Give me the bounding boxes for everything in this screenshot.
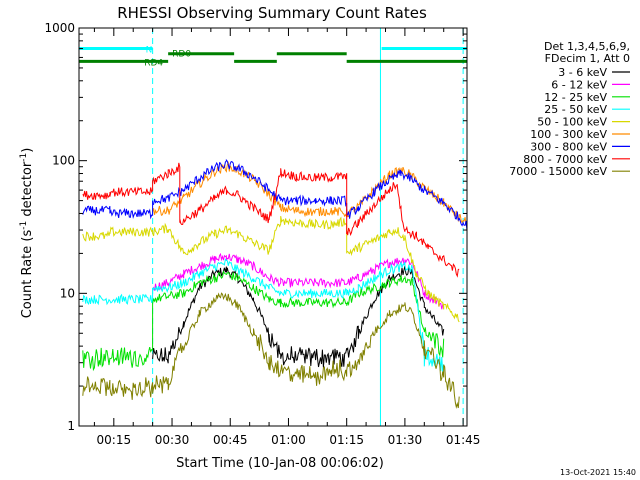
plot-content — [79, 28, 467, 426]
y-tick-label-1000: 1000 — [44, 21, 75, 35]
series-line-6-12-kev — [152, 252, 445, 310]
legend-label-6-12-kev: 6 - 12 keV — [551, 78, 607, 91]
legend-label-7000-15000-kev: 7000 - 15000 keV — [509, 165, 607, 178]
legend-label-3-6-kev: 3 - 6 keV — [558, 66, 607, 79]
legend-label-50-100-kev: 50 - 100 keV — [537, 116, 607, 129]
series-line-50-100-kev — [82, 216, 460, 323]
y-tick-label-1: 1 — [67, 419, 75, 433]
x-tick-label-01:15: 01:15 — [329, 433, 364, 447]
y-axis-label-part: -1 — [19, 153, 29, 162]
legend-label-100-300-kev: 100 - 300 keV — [530, 128, 607, 141]
x-tick-label-00:30: 00:30 — [155, 433, 190, 447]
series-line-800-7000-kev — [82, 162, 460, 278]
series-line-3-6-kev — [152, 265, 445, 368]
y-axis: 1 10 100 1000 — [44, 21, 467, 433]
y-axis-label-part: detector — [20, 161, 35, 221]
x-tick-label-01:45: 01:45 — [446, 433, 481, 447]
y-axis-label-part: Count Rate (s — [20, 230, 35, 319]
legend-header-1: FDecim 1, Att 0 — [545, 52, 630, 65]
flag-label-n: N — [146, 46, 153, 56]
series-line-7000-15000-kev — [82, 292, 460, 409]
legend-label-12-25-kev: 12 - 25 keV — [544, 91, 607, 104]
x-axis: 00:15 00:30 00:45 01:00 01:15 01:30 01:45 — [93, 28, 481, 447]
y-tick-label-100: 100 — [52, 154, 75, 168]
footer-date: 13-Oct-2021 15:40 — [560, 468, 636, 477]
series-line-12-25-kev — [82, 270, 445, 372]
y-axis-label-part: ) — [20, 148, 35, 153]
series-line-100-300-kev — [152, 161, 467, 225]
y-tick-label-10: 10 — [60, 286, 75, 300]
x-tick-label-01:00: 01:00 — [271, 433, 306, 447]
x-tick-label-00:15: 00:15 — [97, 433, 132, 447]
plot-area: N RD0 RD4 — [79, 28, 467, 426]
legend-header-0: Det 1,3,4,5,6,9, — [544, 40, 630, 53]
x-tick-label-00:45: 00:45 — [213, 433, 248, 447]
plot-frame — [78, 27, 468, 427]
legend-label-300-800-kev: 300 - 800 keV — [530, 140, 607, 153]
legend: Det 1,3,4,5,6,9,FDecim 1, Att 03 - 6 keV… — [509, 40, 630, 178]
chart-title: RHESSI Observing Summary Count Rates — [117, 4, 427, 22]
legend-label-25-50-kev: 25 - 50 keV — [544, 103, 607, 116]
x-tick-label-01:30: 01:30 — [388, 433, 423, 447]
series-line-25-50-kev — [82, 258, 445, 372]
x-axis-label: Start Time (10-Jan-08 00:06:02) — [176, 456, 384, 471]
y-axis-label-part: -1 — [19, 221, 29, 230]
flag-label-rd0: RD0 — [172, 50, 191, 60]
y-axis-label: Count Rate (s-1 detector-1) — [19, 148, 35, 319]
legend-label-800-7000-kev: 800 - 7000 keV — [523, 153, 607, 166]
flag-label-rd4: RD4 — [144, 58, 163, 68]
